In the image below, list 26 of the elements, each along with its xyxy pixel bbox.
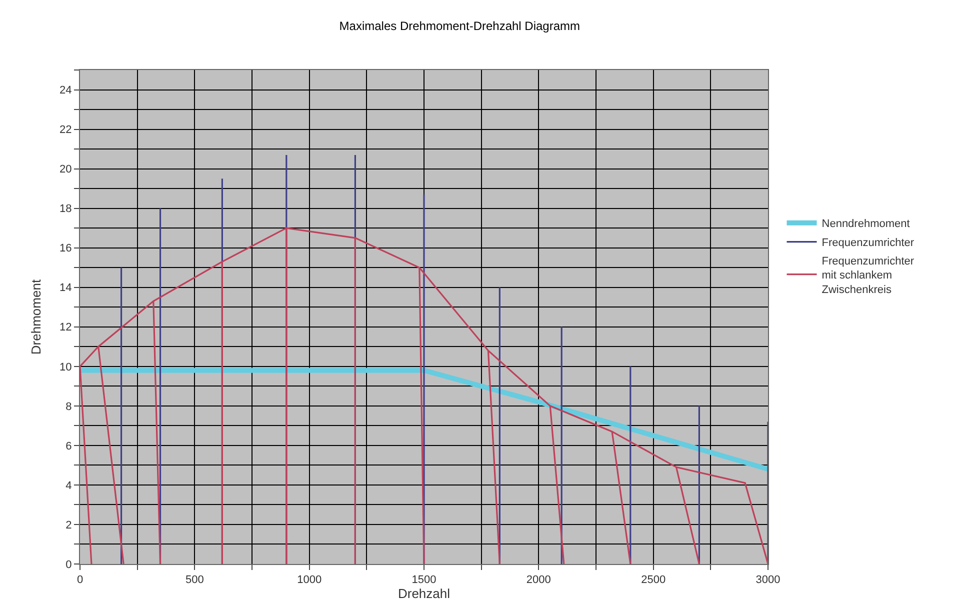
x-tick-label: 500 [185, 574, 204, 586]
y-tick-label: 20 [60, 164, 72, 176]
x-tick-label: 0 [76, 574, 84, 586]
x-tick-label: 3000 [756, 574, 780, 586]
y-tick-label: 10 [60, 361, 72, 374]
y-tick-label: 2 [66, 519, 72, 532]
x-tick-label: 1500 [412, 574, 436, 586]
y-tick-label: 16 [60, 242, 72, 255]
x-tick-label: 2500 [641, 574, 666, 586]
y-tick-label: 18 [60, 203, 72, 216]
y-tick-label: 8 [66, 400, 72, 413]
y-tick-label: 12 [60, 322, 72, 334]
y-tick-label: 4 [66, 480, 72, 492]
y-axis-title: Drehmoment [28, 279, 44, 355]
y-tick-label: 0 [66, 558, 72, 571]
legend-label: Nenndrehmoment [822, 218, 910, 230]
y-tick-label: 24 [60, 84, 72, 97]
y-tick-label: 22 [60, 124, 72, 136]
y-tick-label: 6 [66, 440, 72, 452]
legend-label: Frequenzumrichter mit schlankem Zwischenkreis [822, 255, 914, 296]
x-tick-label: 1000 [297, 574, 322, 586]
chart-title: Maximales Drehmoment-Drehzahl Diagramm [339, 18, 580, 33]
x-axis-title: Drehzahl [398, 586, 450, 602]
y-tick-label: 14 [60, 282, 72, 294]
x-tick-label: 2000 [526, 574, 551, 586]
legend-label: Frequenzumrichter [822, 237, 914, 250]
